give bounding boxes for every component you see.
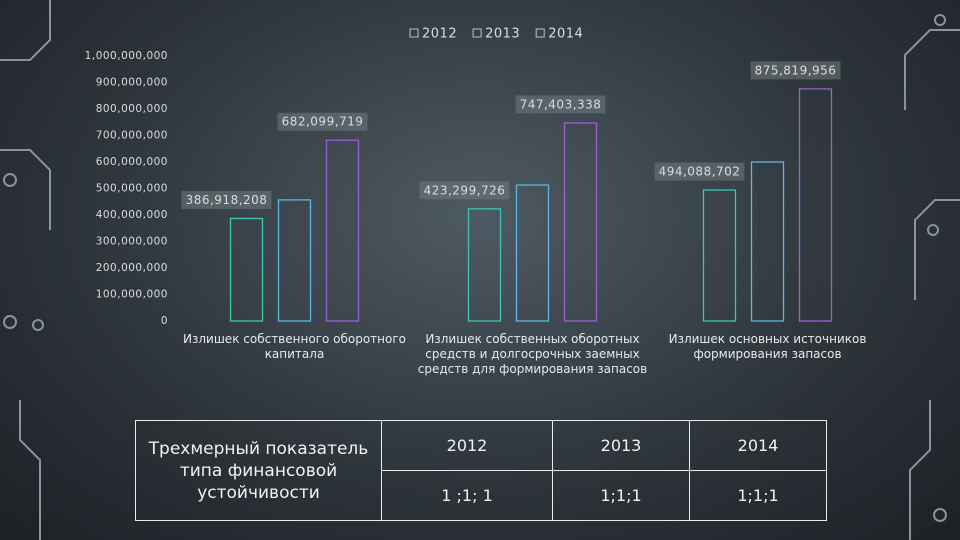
- table-title: Трехмерный показатель типа финансовой ус…: [135, 420, 382, 521]
- bar: [563, 122, 598, 322]
- bar: [798, 88, 833, 322]
- y-tick-label: 300,000,000: [96, 236, 168, 248]
- x-tick-label: Излишек собственного оборотного капитала: [183, 332, 406, 361]
- bar: [277, 199, 312, 322]
- table-cell: 1;1;1: [689, 470, 827, 521]
- y-tick-label: 600,000,000: [96, 156, 168, 168]
- bar: [750, 161, 785, 322]
- data-label-box: [654, 162, 745, 181]
- x-tick-label: Излишек собственных оборотных средств и …: [417, 332, 648, 376]
- data-label: 423,299,726: [424, 183, 506, 197]
- y-tick-label: 400,000,000: [96, 209, 168, 221]
- legend-swatch: [472, 28, 482, 38]
- table-header: 2013: [552, 420, 690, 471]
- legend-label: 2013: [485, 27, 520, 42]
- y-tick-label: 900,000,000: [96, 77, 168, 89]
- legend-swatch: [409, 28, 419, 38]
- bar: [325, 139, 360, 322]
- data-label-box: [181, 190, 272, 209]
- data-label-box: [515, 95, 606, 114]
- y-tick-label: 500,000,000: [96, 183, 168, 195]
- data-label-box: [277, 112, 368, 131]
- data-label: 386,918,208: [186, 193, 268, 207]
- table-header: 2014: [689, 420, 827, 471]
- bar: [702, 189, 737, 322]
- stability-table: Трехмерный показатель типа финансовой ус…: [135, 420, 827, 521]
- table-cell: 1;1;1: [552, 470, 690, 521]
- data-label-box: [419, 181, 510, 200]
- table-header: 2012: [381, 420, 553, 471]
- y-tick-label: 200,000,000: [96, 262, 168, 274]
- data-label: 682,099,719: [282, 115, 364, 129]
- y-tick-label: 100,000,000: [96, 289, 168, 301]
- data-label-box: [750, 61, 841, 80]
- legend-label: 2014: [548, 27, 583, 42]
- data-label: 747,403,338: [520, 97, 602, 111]
- table-cell: 1 ;1; 1: [381, 470, 553, 521]
- y-tick-label: 1,000,000,000: [85, 50, 168, 62]
- legend-label: 2012: [422, 27, 457, 42]
- data-label: 875,819,956: [755, 63, 837, 77]
- bar: [467, 208, 502, 322]
- x-tick-label: Излишек основных источников формирования…: [668, 332, 867, 361]
- legend-swatch: [535, 28, 545, 38]
- y-tick-label: 0: [161, 315, 168, 327]
- bar: [229, 217, 264, 322]
- bar: [515, 184, 550, 322]
- y-tick-label: 800,000,000: [96, 103, 168, 115]
- y-tick-label: 700,000,000: [96, 130, 168, 142]
- data-label: 494,088,702: [659, 165, 741, 179]
